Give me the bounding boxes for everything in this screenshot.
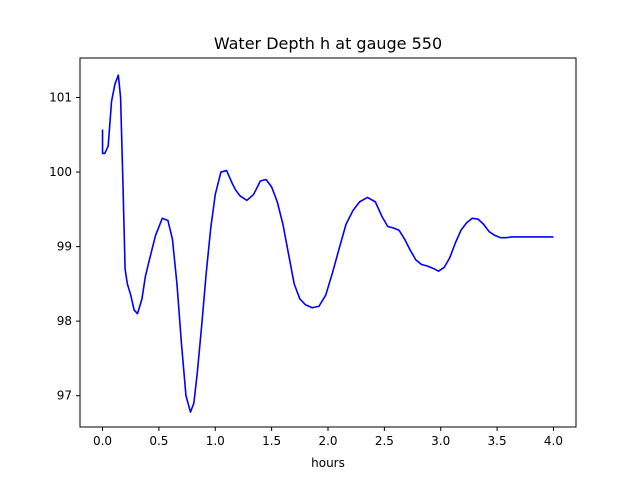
x-tick-label: 1.5 xyxy=(262,434,281,448)
series-layer xyxy=(101,74,554,413)
x-tick-label: 0.0 xyxy=(93,434,112,448)
x-axis-label: hours xyxy=(311,456,345,470)
y-axis-ticks: 97 98 99 100 101 xyxy=(49,91,80,403)
x-tick-label: 3.0 xyxy=(431,434,450,448)
x-tick-label: 2.0 xyxy=(318,434,337,448)
x-tick-label: 0.5 xyxy=(149,434,168,448)
x-tick-label: 1.0 xyxy=(206,434,225,448)
y-tick-label: 97 xyxy=(57,389,72,403)
x-tick-label: 2.5 xyxy=(375,434,394,448)
y-tick-label: 101 xyxy=(49,91,72,105)
x-axis-ticks: 0.0 0.5 1.0 1.5 2.0 2.5 3.0 3.5 4.0 xyxy=(93,427,563,448)
chart-title: Water Depth h at gauge 550 xyxy=(214,34,442,53)
y-tick-label: 98 xyxy=(57,314,72,328)
plot-frame xyxy=(79,57,577,428)
series-line-0 xyxy=(101,74,554,413)
y-tick-label: 100 xyxy=(49,165,72,179)
x-tick-label: 3.5 xyxy=(488,434,507,448)
x-tick-label: 4.0 xyxy=(544,434,563,448)
y-tick-label: 99 xyxy=(57,240,72,254)
